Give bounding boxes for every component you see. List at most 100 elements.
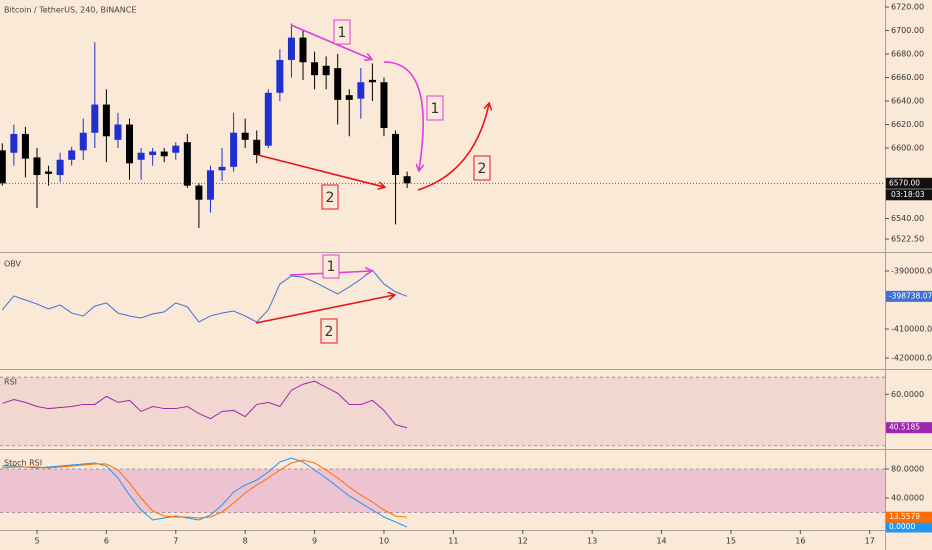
last-value-label: 0.0000 [889, 522, 915, 531]
x-tick-label: 16 [795, 537, 805, 546]
x-tick-label: 11 [448, 537, 458, 546]
band-fill [0, 469, 885, 513]
last-value-label-bg [886, 521, 932, 533]
x-tick-label: 14 [656, 537, 666, 546]
candle-body [287, 37, 295, 60]
marks: 6720.00 6700.00 6680.00 6660.00 6640.00 6620.… [0, 3, 932, 546]
x-tick-label: 5 [34, 537, 39, 546]
arrow [257, 154, 384, 187]
y-tick-label: 6700.00 [891, 26, 924, 35]
last-value-label: -398738.0797 [889, 291, 932, 300]
arrow [383, 61, 424, 170]
candle-body [102, 104, 110, 137]
series-line [2, 380, 408, 429]
last-value-label-bg [886, 422, 932, 434]
candle-body [56, 159, 64, 176]
x-tick-label: 15 [726, 537, 736, 546]
x-tick-label: 10 [379, 537, 389, 546]
annotation-box [426, 95, 444, 121]
candle-body [21, 133, 29, 159]
annotation-label: 2 [326, 190, 335, 206]
candle-body [230, 132, 238, 167]
candle-body [403, 176, 411, 184]
y-tick-label: 6522.50 [891, 235, 924, 244]
x-tick-label: 17 [865, 537, 875, 546]
band-fill [0, 377, 885, 446]
arrow [255, 295, 394, 324]
candle-body [68, 150, 76, 160]
y-tick-label: 6720.00 [891, 3, 924, 12]
y-tick-label: 6680.00 [891, 50, 924, 59]
pane-title: RSI [4, 378, 17, 387]
last-price-label-bg [886, 177, 932, 189]
candle-body [149, 151, 157, 156]
candle-body [0, 150, 6, 184]
candle-body [33, 157, 41, 176]
y-tick-label: 40.0000 [891, 494, 924, 503]
candle-body [172, 145, 180, 153]
chart-title: Bitcoin / TetherUS, 240, BINANCE [4, 6, 136, 15]
candle-body [79, 132, 87, 151]
last-value-label-bg [886, 511, 932, 523]
x-tick-label: 6 [104, 537, 109, 546]
candle-body [183, 142, 191, 186]
last-value-label-bg [886, 290, 932, 302]
candle-body [264, 92, 272, 146]
candle-body [276, 59, 284, 93]
pane-title: OBV [4, 260, 22, 269]
annotation-box [321, 184, 339, 210]
candle-body [311, 62, 319, 76]
candle-body [380, 82, 388, 129]
candle-body [218, 166, 226, 171]
annotation-box [320, 318, 338, 344]
candle-body [195, 185, 203, 200]
candle-body [345, 95, 353, 100]
candle-body [137, 152, 145, 160]
annotation-box [322, 254, 340, 279]
y-tick-label: 6640.00 [891, 97, 924, 106]
x-tick-label: 13 [587, 537, 597, 546]
annotation-label: 1 [338, 25, 347, 41]
annotation-label: 1 [327, 259, 336, 275]
candle-body [126, 124, 134, 164]
arrow [290, 24, 371, 59]
pane-title: Stoch RSI [4, 459, 42, 468]
last-value-label: 13.5579 [889, 512, 920, 521]
candle-body [160, 151, 168, 157]
candle-body [334, 68, 342, 100]
annotation-box [333, 19, 351, 45]
y-tick-label: -410000.0000 [891, 325, 932, 334]
candle-body [392, 133, 400, 176]
annotation-box [473, 155, 491, 181]
countdown-bg [886, 189, 932, 201]
candle-body [114, 124, 122, 140]
arrow [417, 104, 489, 191]
candle-body [241, 132, 249, 140]
annotation-label: 2 [325, 324, 334, 340]
last-price-label: 6570.00 [889, 178, 920, 187]
y-tick-label: -390000.0000 [891, 267, 932, 276]
y-tick-label: 80.0000 [891, 465, 924, 474]
x-tick-label: 7 [173, 537, 178, 546]
candle-body [357, 82, 365, 99]
x-tick-label: 9 [312, 537, 317, 546]
x-tick-label: 8 [243, 537, 248, 546]
countdown: 03:18:03 [891, 190, 925, 199]
candle-body [299, 37, 307, 63]
candle-body [322, 65, 330, 76]
y-tick-label: 6620.00 [891, 120, 924, 129]
candle-body [10, 133, 18, 153]
x-tick-label: 12 [518, 537, 528, 546]
annotations [255, 19, 491, 344]
candle-body [45, 171, 53, 174]
annotation-label: 2 [478, 161, 487, 177]
candle-body [368, 79, 376, 83]
series-line [2, 459, 408, 519]
last-value-label: 40.5185 [889, 423, 920, 432]
y-tick-label: 60.0000 [891, 390, 924, 399]
series-line [1, 269, 408, 323]
